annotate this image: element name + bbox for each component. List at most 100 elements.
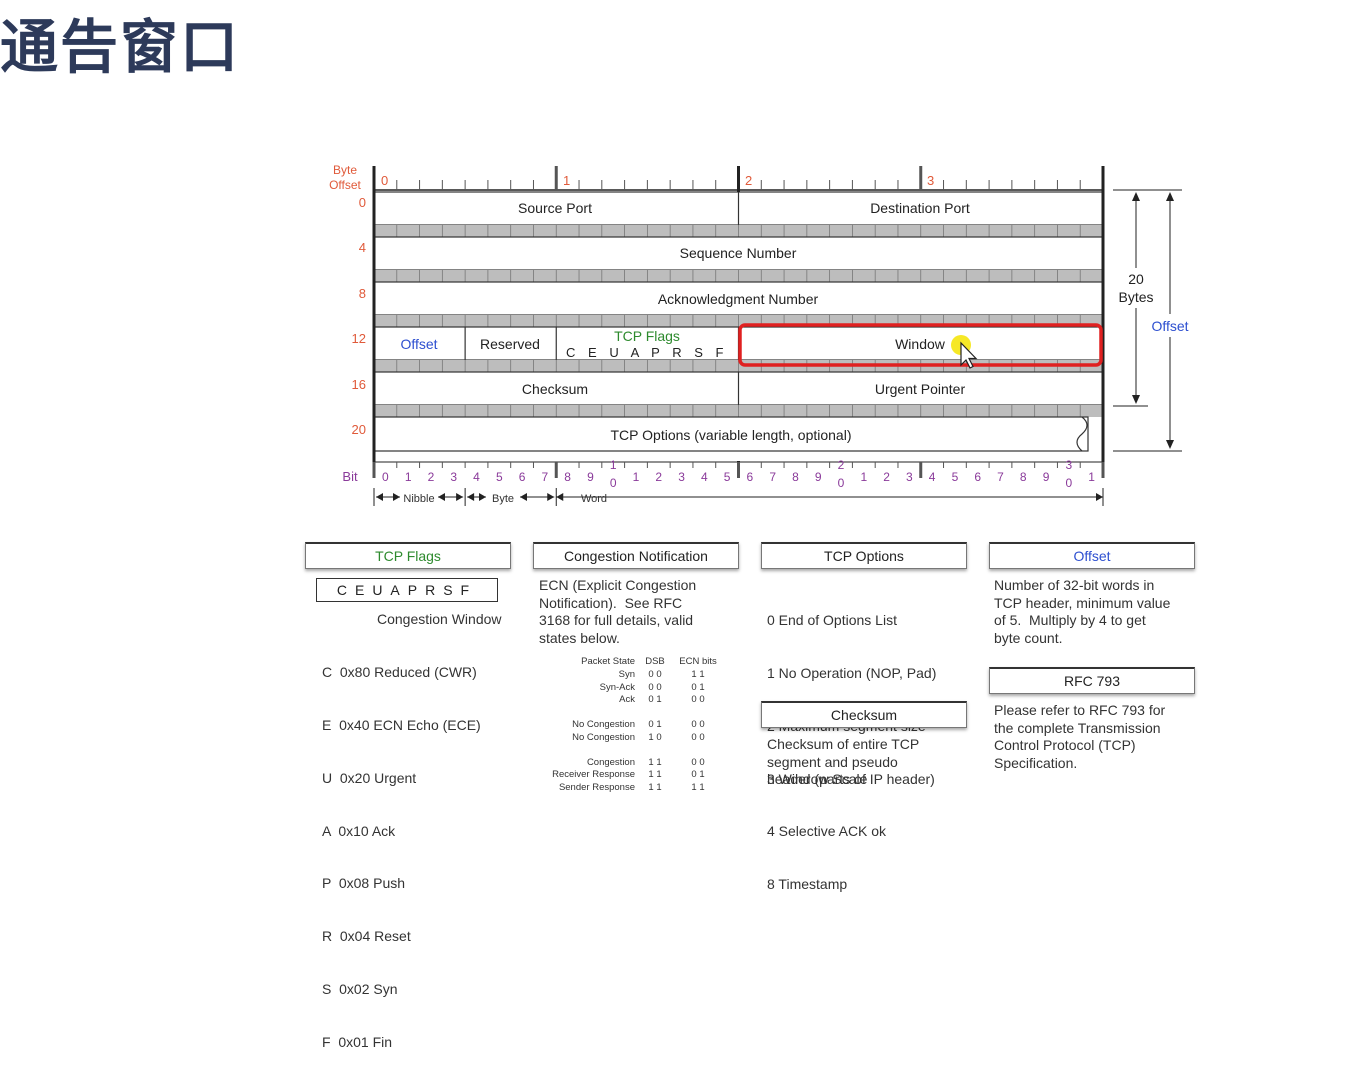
legend-tcp-flags-title: TCP Flags xyxy=(305,542,511,569)
bit-number: 4 xyxy=(929,470,936,484)
flag-item-rst: R 0x04 Reset xyxy=(322,928,411,945)
bit-number: 4 xyxy=(473,470,480,484)
side-20-label: 20 xyxy=(1128,271,1144,287)
bit-number: 5 xyxy=(952,470,959,484)
ecn-cell: ECN bits xyxy=(679,656,717,667)
option-item-wscale: 3 Window Scale xyxy=(767,770,868,787)
ecn-table-row xyxy=(530,744,730,756)
header-labels: Byte Offset 0 1 2 3 0 4 8 12 16 20 Sourc… xyxy=(329,163,1189,505)
ecn-cell: 0 0 xyxy=(691,731,705,743)
option-item-nop: 1 No Operation (NOP, Pad) xyxy=(767,664,937,681)
field-reserved: Reserved xyxy=(480,336,540,352)
bit-number: 3 xyxy=(906,470,913,484)
legend-flag-list: C 0x80 Reduced (CWR) E 0x40 ECN Echo (EC… xyxy=(322,629,481,1069)
bit-number: 9 xyxy=(1043,470,1050,484)
tcp-header-diagram: Byte Offset 0 1 2 3 0 4 8 12 16 20 Sourc… xyxy=(329,163,1189,506)
row-offset-4: 4 xyxy=(359,240,366,255)
ecn-cell: 0 1 xyxy=(648,694,662,705)
side-bytes-label: Bytes xyxy=(1118,289,1153,305)
ecn-cell: Syn xyxy=(618,669,635,680)
field-urgent-pointer: Urgent Pointer xyxy=(875,381,966,397)
flag-item-fin: F 0x01 Fin xyxy=(322,1033,393,1050)
ecn-cell: 1 1 xyxy=(691,781,705,793)
byte-arrow-left xyxy=(467,493,486,501)
legend-rfc-title: RFC 793 xyxy=(989,667,1195,694)
field-tcp-options: TCP Options (variable length, optional) xyxy=(611,427,852,443)
bit-number: 7 xyxy=(769,470,776,484)
bit-number: 1 xyxy=(1088,470,1095,484)
ecn-table-row: Congestion 1 1 0 0 xyxy=(530,757,730,769)
ecn-cell: 0 0 xyxy=(648,681,662,693)
bit-number: 3 xyxy=(678,470,685,484)
mouse-cursor-icon xyxy=(960,341,978,369)
field-window: Window xyxy=(895,336,946,352)
bit-number: 9 xyxy=(815,470,822,484)
legend-congestion-title: Congestion Notification xyxy=(533,542,739,569)
ecn-cell: 0 1 xyxy=(691,769,705,780)
field-sequence-number: Sequence Number xyxy=(680,245,797,261)
legend-checksum-text: Checksum of entire TCP segment and pseud… xyxy=(767,736,935,788)
ecn-cell: Congestion xyxy=(586,756,635,768)
bit-numbers: 0 1 2 3 4 5 6 7 8 910 1 2 3 4 5 6 7 8 920 1 2 3 4 5 6 7 8 930 1 xyxy=(382,458,1095,490)
row-offset-12: 12 xyxy=(352,331,366,346)
nibble-label: Nibble xyxy=(403,493,434,505)
ecn-cell: 0 1 xyxy=(691,681,705,693)
bit-number: 3 xyxy=(450,470,457,484)
ecn-cell: Packet State xyxy=(581,656,635,667)
byte-mark-1: 1 xyxy=(563,173,570,188)
slide-title: 通告窗口 xyxy=(0,13,241,81)
ecn-table-row: Ack 0 1 0 0 xyxy=(530,694,730,706)
legend-tcp-options-title: TCP Options xyxy=(761,542,967,569)
side-dimension-arrows xyxy=(1113,189,1182,452)
bit-number: 2 xyxy=(883,470,890,484)
bit-number-tens: 2 xyxy=(838,458,845,472)
ecn-cell: 0 0 xyxy=(648,669,662,680)
bit-number-ones: 0 xyxy=(610,476,617,490)
ecn-cell: 0 0 xyxy=(691,719,705,730)
legend-flag-letters: CEUAPRSF xyxy=(316,578,498,602)
bit-number: 0 xyxy=(382,470,389,484)
ecn-table-row: No Congestion 0 1 0 0 xyxy=(530,719,730,731)
byte-offset-label-line2: Offset xyxy=(329,178,361,192)
legend-congestion-text: ECN (Explicit Congestion Notification). … xyxy=(539,577,697,646)
bit-number: 6 xyxy=(974,470,981,484)
bit-number: 4 xyxy=(701,470,708,484)
row-offset-16: 16 xyxy=(352,377,366,392)
nibble-arrow-right xyxy=(438,493,464,501)
bit-number: 7 xyxy=(542,470,549,484)
byte-mark-3: 3 xyxy=(927,173,934,188)
ecn-table-row: Syn-Ack 0 0 0 1 xyxy=(530,682,730,694)
flag-item-ece: E 0x40 ECN Echo (ECE) xyxy=(322,716,481,733)
nibble-arrow-left xyxy=(376,493,400,501)
options-wavy-edge xyxy=(1076,416,1088,452)
legend-congestion-window: Congestion Window xyxy=(377,611,502,627)
ecn-cell: DSB xyxy=(645,656,665,667)
word-arrow-head-right xyxy=(1096,493,1103,501)
ecn-cell: 1 1 xyxy=(648,769,662,780)
field-source-port: Source Port xyxy=(518,200,592,216)
byte-offset-label-line1: Byte xyxy=(333,163,357,177)
ecn-table-row: No Congestion 1 0 0 0 xyxy=(530,732,730,744)
window-highlight-box xyxy=(738,323,1103,367)
bit-number: 6 xyxy=(747,470,754,484)
field-offset: Offset xyxy=(400,336,437,352)
flag-item-cwr: C 0x80 Reduced (CWR) xyxy=(322,664,477,681)
byte-mark-2: 2 xyxy=(745,173,752,188)
bit-number: 2 xyxy=(428,470,435,484)
ecn-cell: 0 0 xyxy=(691,756,705,768)
option-item-sack: 4 Selective ACK ok xyxy=(767,823,887,840)
bit-number: 7 xyxy=(997,470,1004,484)
ecn-cell: No Congestion xyxy=(572,731,635,743)
ecn-cell: 1 1 xyxy=(648,781,662,793)
legend-offset-text: Number of 32-bit words in TCP header, mi… xyxy=(994,577,1171,646)
field-tcp-flags-title: TCP Flags xyxy=(614,328,680,344)
bit-number: 2 xyxy=(655,470,662,484)
legend-rfc-text: Please refer to RFC 793 for the complete… xyxy=(994,702,1166,771)
field-tcp-flags-letters: C E U A P R S F xyxy=(566,345,728,360)
header-row-1 xyxy=(373,236,1104,271)
ecn-cell: Syn-Ack xyxy=(599,681,635,693)
flag-item-urg: U 0x20 Urgent xyxy=(322,769,417,786)
header-grid xyxy=(372,166,1182,506)
row-offset-20: 20 xyxy=(352,422,366,437)
row-offset-8: 8 xyxy=(359,286,366,301)
